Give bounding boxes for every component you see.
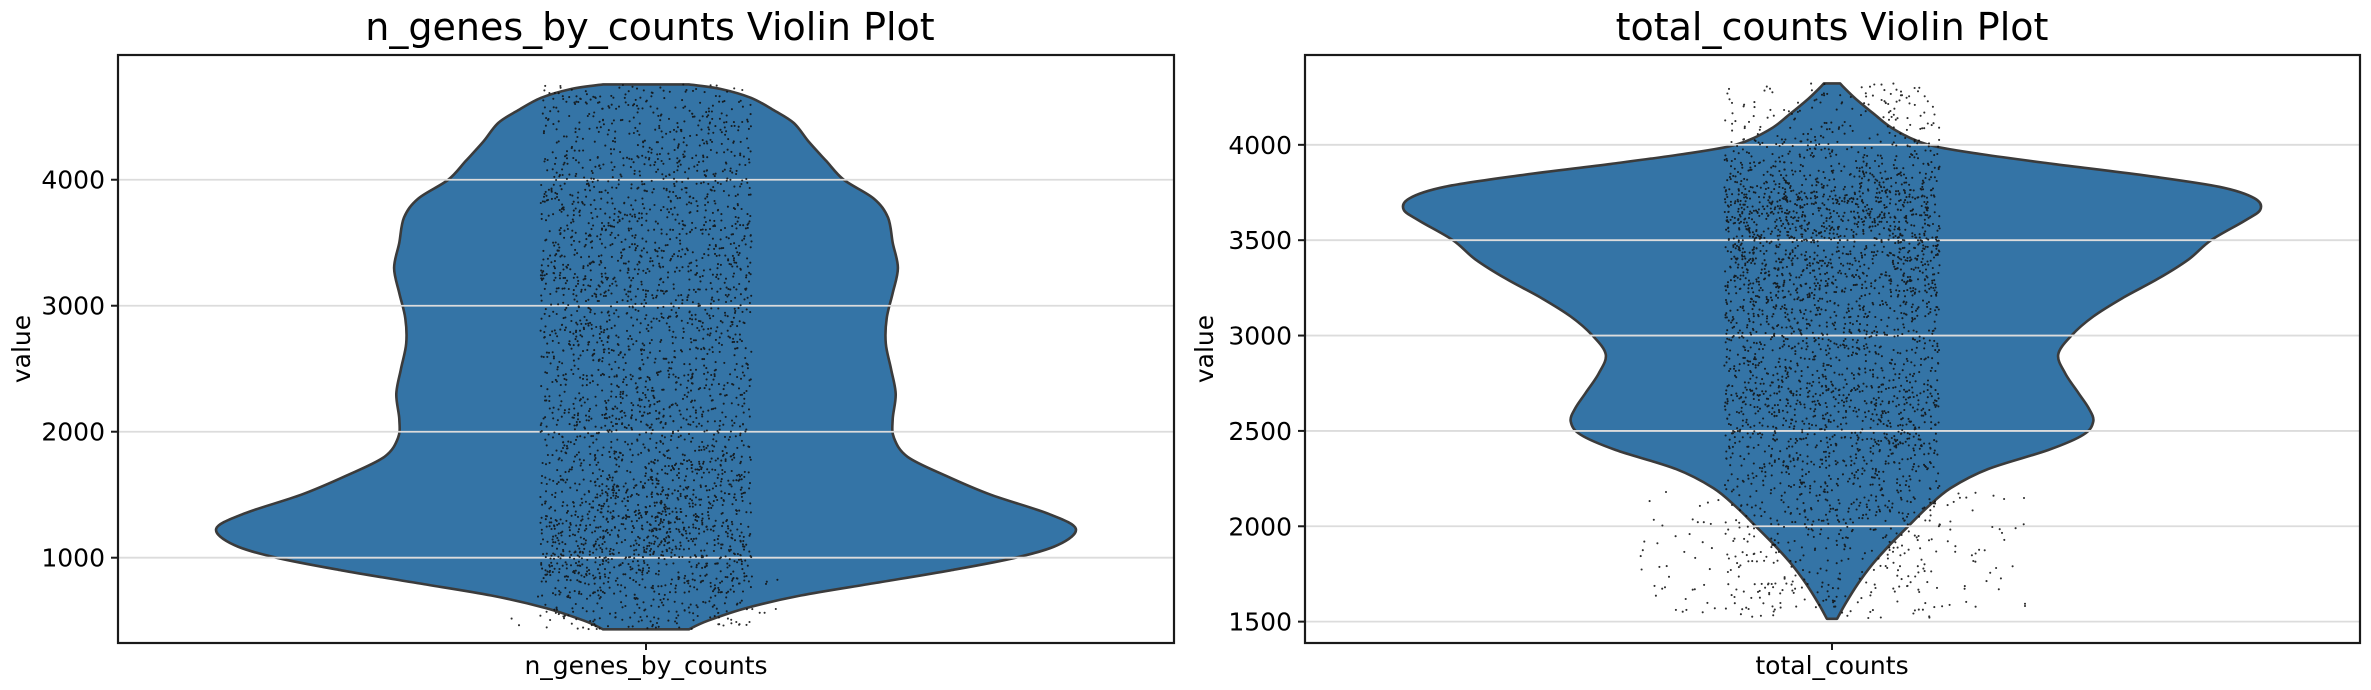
jitter-points-left [510,83,779,631]
y-axis-label-left: value [7,315,36,383]
violin-body [1401,82,2263,621]
x-tick-label-left: n_genes_by_counts [524,651,767,680]
violin-body [214,83,1078,631]
gridlines-left [118,178,1174,559]
y-tick-label: 1000 [41,544,105,573]
violin-shape-left [214,83,1078,631]
jitter-point-cloud [1639,82,2027,620]
violin-subplot-right: 1500 2000 2500 3000 3500 4000 total_counts Vi… [1190,5,2362,680]
plot-title-left: n_genes_by_counts Violin Plot [365,5,934,49]
y-tick-label: 3000 [41,292,105,321]
jitter-points-right [1639,82,2027,620]
y-tick-label: 4000 [1228,131,1292,160]
y-tick-label: 2500 [1228,417,1292,446]
y-tick-label: 2000 [41,418,105,447]
y-axis-label-right: value [1190,315,1219,383]
axis-ticks-right: 1500 2000 2500 3000 3500 4000 [1228,131,1833,650]
x-tick-label-right: total_counts [1755,651,1908,680]
y-tick-label: 3000 [1228,322,1292,351]
plot-title-right: total_counts Violin Plot [1616,5,2049,49]
axis-ticks-left: 1000 2000 3000 4000 [41,166,647,650]
jitter-point-cloud [510,83,779,631]
y-tick-label: 2000 [1228,512,1292,541]
violin-shape-right [1401,82,2263,621]
y-tick-label: 4000 [41,166,105,195]
violin-subplot-left: 1000 2000 3000 4000 n_genes_by_counts Violi… [7,5,1176,680]
y-tick-label: 1500 [1228,608,1292,637]
gridlines-right [1305,143,2360,623]
y-tick-label: 3500 [1228,226,1292,255]
